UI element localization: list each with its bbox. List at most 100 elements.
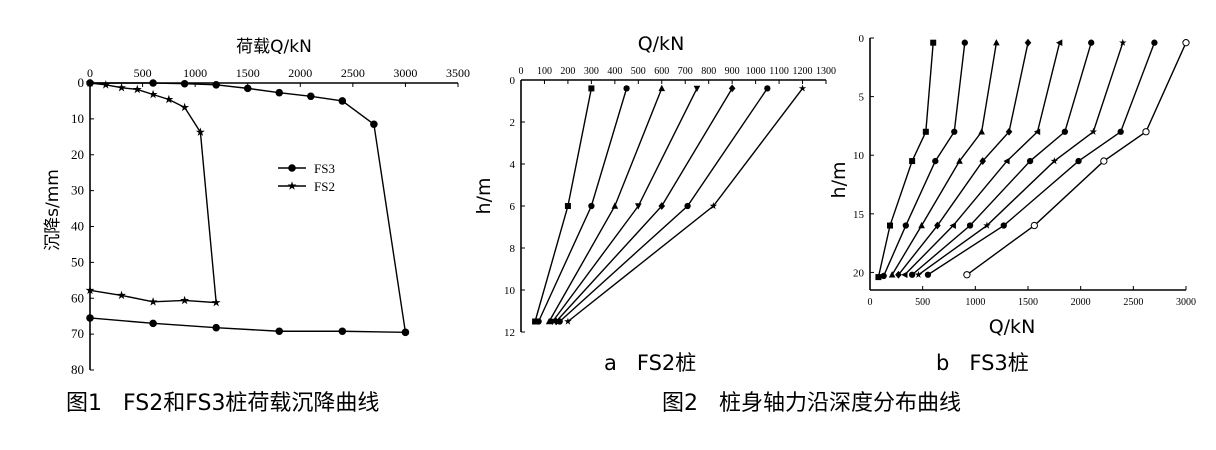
fig2a-data-point bbox=[564, 317, 572, 325]
fig2b-y-tick-label: 5 bbox=[859, 92, 865, 104]
fig2a-data-point bbox=[693, 85, 701, 92]
fig2b-data-point bbox=[875, 274, 882, 281]
fig2b-data-point bbox=[949, 222, 956, 229]
fig2a-data-point bbox=[611, 202, 619, 209]
fig1-data-point bbox=[211, 297, 221, 307]
fig2b-data-point bbox=[978, 128, 985, 135]
fig1-data-point bbox=[275, 88, 284, 97]
fig2a-x-tick-label: 800 bbox=[701, 66, 716, 77]
fig2b-data-point bbox=[880, 272, 887, 280]
fig1-data-point bbox=[401, 328, 410, 337]
fig2a-x-tick-label: 0 bbox=[519, 66, 524, 77]
fig2a-y-tick-label: 0 bbox=[510, 75, 516, 87]
fig2a-x-tick-label: 200 bbox=[560, 66, 575, 77]
fig1-data-point bbox=[85, 285, 95, 295]
fig1-y-tick-label: 30 bbox=[71, 183, 84, 198]
fig1-data-point bbox=[180, 79, 189, 88]
fig2b-data-point bbox=[1003, 157, 1010, 165]
fig2b-data-point bbox=[1182, 39, 1190, 47]
plots-layer: 0 500 1000 1500 2000 2500 3000 3500010203040506… bbox=[71, 33, 1196, 377]
fig2a-series-line bbox=[534, 88, 593, 322]
fig2b-data-point bbox=[1026, 157, 1034, 165]
fig2b-data-point bbox=[1142, 128, 1150, 136]
fig2b-data-point bbox=[902, 222, 909, 229]
fig2a-data-point bbox=[709, 202, 718, 210]
fig2-caption: 图2 桩身轴力沿深度分布曲线 bbox=[662, 391, 961, 416]
fig2b-data-point bbox=[895, 270, 902, 279]
fig2b-data-point bbox=[1033, 128, 1041, 136]
fig2a-x-tick-label: 1300 bbox=[816, 66, 836, 77]
fig2b-data-point bbox=[963, 271, 971, 279]
fig2b-data-point bbox=[888, 271, 896, 278]
fig1-y-tick-label: 0 bbox=[78, 75, 85, 90]
fig1-caption: 图1 FS2和FS3桩荷载沉降曲线 bbox=[66, 391, 379, 416]
fig2b-data-point bbox=[1050, 157, 1059, 165]
fig2a-data-point bbox=[623, 85, 630, 92]
fig1-y-tick-label: 40 bbox=[71, 219, 84, 234]
fig1-data-point bbox=[164, 94, 174, 104]
fig2a-y-tick-label: 4 bbox=[510, 159, 516, 171]
fig2b-data-point bbox=[993, 39, 1000, 46]
fig2a-data-point bbox=[588, 202, 595, 210]
fig2b-x-tick-label: 1000 bbox=[965, 297, 985, 308]
fig1-data-point bbox=[180, 295, 190, 305]
fig2b-data-point bbox=[1119, 38, 1127, 46]
fig2b-data-point bbox=[909, 158, 916, 165]
legend-marker bbox=[288, 164, 296, 172]
fig2b-data-point bbox=[1089, 127, 1098, 135]
fig2b-data-point bbox=[924, 271, 932, 278]
fig2b-ylabel: h/m bbox=[828, 162, 850, 199]
fig1-data-point bbox=[180, 102, 190, 112]
fig2a-data-point bbox=[635, 203, 642, 210]
fig2a-x-tick-label: 900 bbox=[725, 66, 740, 77]
fig2b-y-tick-label: 15 bbox=[853, 209, 865, 221]
fig2b-y-tick-label: 20 bbox=[853, 267, 865, 279]
fig1-data-point bbox=[85, 78, 95, 87]
fig2b-data-point bbox=[1024, 38, 1032, 47]
fig1-data-point bbox=[149, 79, 157, 87]
fig2b-data-point bbox=[1061, 128, 1069, 135]
fig1-data-point bbox=[370, 120, 378, 129]
fig1-xlabel: 荷载Q/kN bbox=[236, 37, 312, 57]
fig2a-data-point bbox=[588, 85, 595, 92]
fig1-series-line bbox=[89, 82, 407, 334]
fig2b-x-tick-label: 3000 bbox=[1176, 297, 1196, 308]
fig2a-x-tick-label: 100 bbox=[537, 66, 552, 77]
fig2a-x-tick-label: 1000 bbox=[746, 66, 766, 77]
fig1-y-tick-label: 10 bbox=[71, 111, 84, 126]
fig2b-data-point bbox=[908, 271, 916, 278]
fig2a-data-point bbox=[658, 202, 666, 210]
fig2b-data-point bbox=[918, 221, 925, 229]
fig1-data-point bbox=[212, 81, 220, 89]
fig2a-data-point bbox=[564, 203, 571, 209]
fig2b-data-point bbox=[1000, 222, 1007, 229]
fig1-data-point bbox=[338, 97, 347, 105]
fig2b-data-point bbox=[966, 222, 974, 229]
fig2b-y-tick-label: 0 bbox=[859, 33, 865, 45]
legend-label: FS2 bbox=[314, 179, 335, 194]
fig2a-data-point bbox=[556, 318, 563, 325]
fig2a-data-point bbox=[658, 84, 666, 92]
fig2a-x-tick-label: 1100 bbox=[769, 66, 789, 77]
fig1-data-point bbox=[149, 319, 157, 328]
fig2b-x-tick-label: 500 bbox=[915, 297, 930, 308]
fig2b-data-point bbox=[979, 157, 987, 165]
fig2a-x-tick-label: 300 bbox=[584, 66, 599, 77]
fig2b-x-tick-label: 1500 bbox=[1018, 297, 1038, 308]
sub-caption-a: a FS2桩 bbox=[604, 351, 696, 375]
fig2a-y-tick-label: 10 bbox=[504, 285, 516, 297]
fig2b-y-tick-label: 10 bbox=[853, 150, 865, 162]
fig1-data-point bbox=[212, 323, 220, 332]
fig2b-data-point bbox=[922, 128, 929, 135]
fig2b-data-point bbox=[1075, 157, 1082, 165]
fig2b-data-point bbox=[1088, 39, 1095, 46]
fig2b-data-point bbox=[961, 39, 968, 46]
fig1-data-point bbox=[195, 127, 205, 136]
fig1-y-tick-label: 60 bbox=[71, 290, 84, 305]
fig2b-data-point bbox=[934, 221, 941, 230]
fig1-x-tick-label: 0 bbox=[87, 66, 93, 80]
fig2b-data-point bbox=[956, 157, 963, 164]
fig1-data-point bbox=[275, 327, 284, 336]
fig1-x-tick-label: 3000 bbox=[393, 66, 417, 80]
